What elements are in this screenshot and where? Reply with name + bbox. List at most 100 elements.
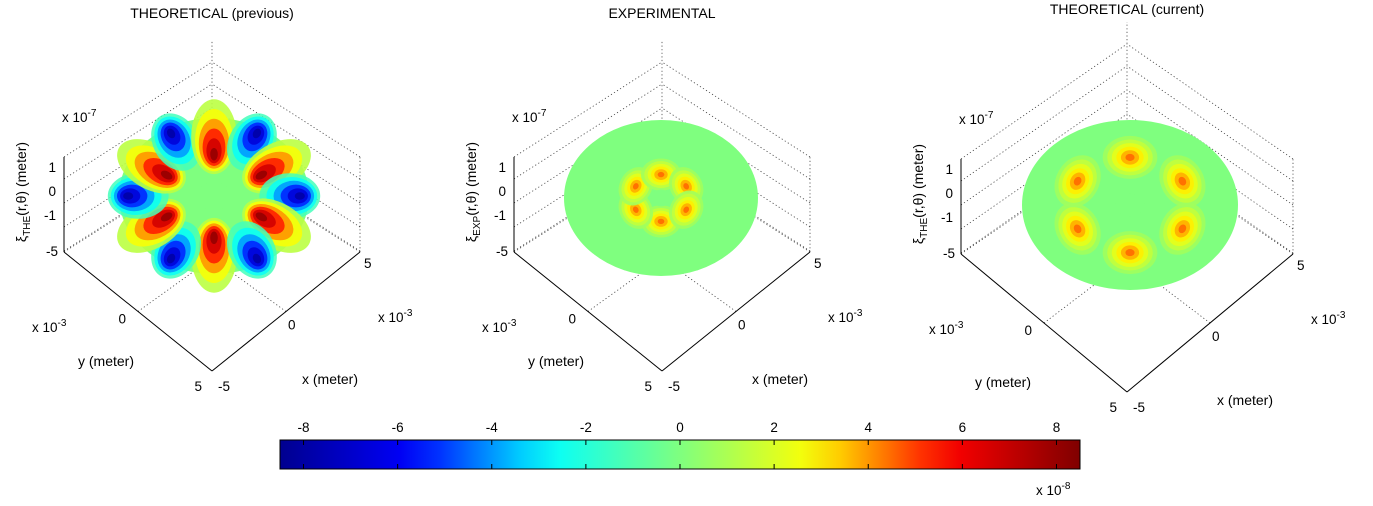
surface-lobe xyxy=(683,206,690,213)
y-exponent-label: x 10-3 xyxy=(32,318,67,335)
y-axis-label: y (meter) xyxy=(528,353,584,369)
surface xyxy=(107,99,321,293)
surface-trough xyxy=(294,192,305,200)
y-exponent-label: x 10-3 xyxy=(929,320,964,337)
colorbar-exponent-label: x 10-8 xyxy=(1036,481,1071,498)
surface-trough xyxy=(252,253,262,264)
y-axis-label: y (meter) xyxy=(975,374,1031,390)
x-tick-label: 5 xyxy=(364,256,372,271)
x-tick-label: 0 xyxy=(288,318,296,333)
colorbar-tick-label: -2 xyxy=(580,420,592,435)
surface-lobe xyxy=(1073,176,1082,186)
x-exponent-label: x 10-3 xyxy=(1311,310,1346,327)
colorbar-tick-label: -8 xyxy=(298,420,310,435)
surface-lobe xyxy=(160,170,173,180)
z-axis-label: ξTHE(r,θ) (meter) xyxy=(13,142,33,242)
surface-lobe xyxy=(210,147,218,161)
x-tick-label: 5 xyxy=(814,256,822,271)
surface-lobe xyxy=(255,170,268,180)
y-tick-label: -5 xyxy=(943,246,955,261)
surface-trough xyxy=(252,128,262,139)
z-tick-label: -1 xyxy=(494,208,506,223)
y-tick-label: 0 xyxy=(568,312,576,327)
colorbar: -8 -6 -4 -2 0 2 4 6 8 x 10-8 xyxy=(279,420,1081,498)
colorbar-tick-label: 8 xyxy=(1053,420,1061,435)
x-exponent-label: x 10-3 xyxy=(378,308,413,325)
x-axis-label: x (meter) xyxy=(752,371,808,387)
y-tick-label: 5 xyxy=(644,379,652,394)
surface-lobe xyxy=(657,218,665,225)
y-axis-line xyxy=(960,253,1128,393)
z-exponent-label: x 10-7 xyxy=(512,108,547,125)
surface-lobe xyxy=(255,212,268,222)
z-tick-label: 1 xyxy=(48,160,56,175)
surface-center xyxy=(650,189,672,207)
x-tick-label: 0 xyxy=(1212,329,1220,344)
surface-plot-1: THEORETICAL (previous) 1 0 -1 -5 0 5 5 0 -5 x 10-7… xyxy=(13,5,413,394)
surface xyxy=(564,120,758,276)
x-tick-label: -5 xyxy=(668,379,680,394)
z-tick-label: 1 xyxy=(945,162,953,177)
colorbar-tick-label: -6 xyxy=(392,420,404,435)
colorbar-tick-label: 2 xyxy=(770,420,778,435)
surface-center xyxy=(1115,193,1145,217)
z-axis-label: ξEXP(r,θ) (meter) xyxy=(463,142,483,242)
tick-labels: 1 0 -1 -5 0 5 5 0 -5 x 10-7 x 10-3 x 10-3 xyxy=(32,108,413,394)
y-axis-line xyxy=(513,251,663,372)
surface-trough xyxy=(166,128,176,139)
surface-trough xyxy=(166,253,176,264)
surface-lobe xyxy=(1178,224,1187,234)
colorbar-tick-label: -4 xyxy=(486,420,498,435)
surface-lobe xyxy=(657,171,665,178)
plot-title: THEORETICAL (previous) xyxy=(130,5,294,21)
x-axis-line xyxy=(661,251,811,372)
y-tick-label: -5 xyxy=(496,244,508,259)
plot-title: EXPERIMENTAL xyxy=(608,5,715,21)
z-axis-label: ξTHE(r,θ) (meter) xyxy=(910,144,930,244)
z-tick-label: 0 xyxy=(945,186,953,201)
x-tick-label: -5 xyxy=(218,379,230,394)
surface-lobe xyxy=(1178,176,1187,186)
surface-lobe xyxy=(683,183,690,190)
x-tick-label: 5 xyxy=(1297,258,1305,273)
surface-plot-3: THEORETICAL (current) 1 0 -1 -5 0 5 5 0 -5 x 10-7 x… xyxy=(910,1,1346,415)
y-tick-label: 0 xyxy=(118,312,126,327)
surface-lobe xyxy=(1125,249,1135,257)
y-axis-line xyxy=(63,251,213,372)
x-axis-line xyxy=(1126,253,1294,393)
z-exponent-label: x 10-7 xyxy=(959,110,994,127)
x-axis-line xyxy=(211,251,361,372)
x-axis-label: x (meter) xyxy=(302,371,358,387)
tick-labels: 1 0 -1 -5 0 5 5 0 -5 x 10-7 x 10-3 x 10-3 xyxy=(929,110,1346,415)
surface-lobe xyxy=(1073,224,1082,234)
z-tick-label: 0 xyxy=(48,184,56,199)
surface-plot-2: EXPERIMENTAL 1 0 -1 -5 0 5 5 0 -5 x 10-7 x 10-3 x 10… xyxy=(463,5,863,394)
surface-lobe xyxy=(160,212,173,222)
surface-center xyxy=(196,181,232,211)
y-axis-label: y (meter) xyxy=(78,353,134,369)
plot-title: THEORETICAL (current) xyxy=(1050,1,1204,17)
x-tick-label: 0 xyxy=(738,318,746,333)
y-tick-label: -5 xyxy=(46,244,58,259)
y-exponent-label: x 10-3 xyxy=(482,318,517,335)
z-tick-label: -1 xyxy=(44,208,56,223)
colorbar-tick-label: 0 xyxy=(676,420,684,435)
tick-labels: 1 0 -1 -5 0 5 5 0 -5 x 10-7 x 10-3 x 10-3 xyxy=(482,108,863,394)
surface-lobe xyxy=(1125,153,1135,161)
surface-trough xyxy=(123,192,134,200)
y-tick-label: 5 xyxy=(194,379,202,394)
x-tick-label: -5 xyxy=(1133,400,1145,415)
z-tick-label: 1 xyxy=(498,160,506,175)
x-axis-label: x (meter) xyxy=(1217,392,1273,408)
surface xyxy=(1022,120,1238,290)
surface-lobe xyxy=(210,231,218,245)
x-exponent-label: x 10-3 xyxy=(828,308,863,325)
y-tick-label: 5 xyxy=(1109,400,1117,415)
colorbar-tick-label: 4 xyxy=(864,420,872,435)
colorbar-tick-label: 6 xyxy=(959,420,967,435)
z-exponent-label: x 10-7 xyxy=(62,108,97,125)
z-tick-label: 0 xyxy=(498,184,506,199)
surface-lobe xyxy=(632,183,639,190)
y-tick-label: 0 xyxy=(1024,323,1032,338)
